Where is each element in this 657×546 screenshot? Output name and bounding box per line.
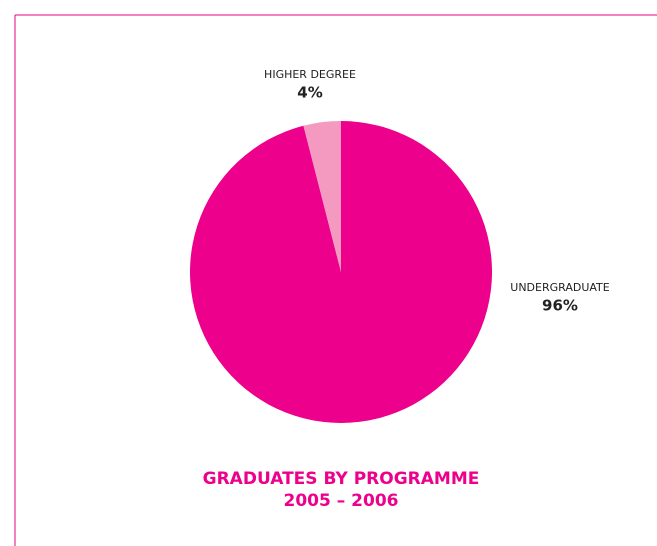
slice-label: HIGHER DEGREE [264, 68, 356, 81]
pie-slice [303, 121, 341, 272]
slice-value-label: 4% [297, 84, 322, 102]
chart-subtitle: 2005 – 2006 [284, 491, 399, 511]
slice-label: UNDERGRADUATE [510, 281, 610, 294]
slice-value-label: 96% [542, 297, 578, 315]
chart-title: GRADUATES BY PROGRAMME [203, 469, 480, 489]
pie-slice [189, 121, 492, 423]
